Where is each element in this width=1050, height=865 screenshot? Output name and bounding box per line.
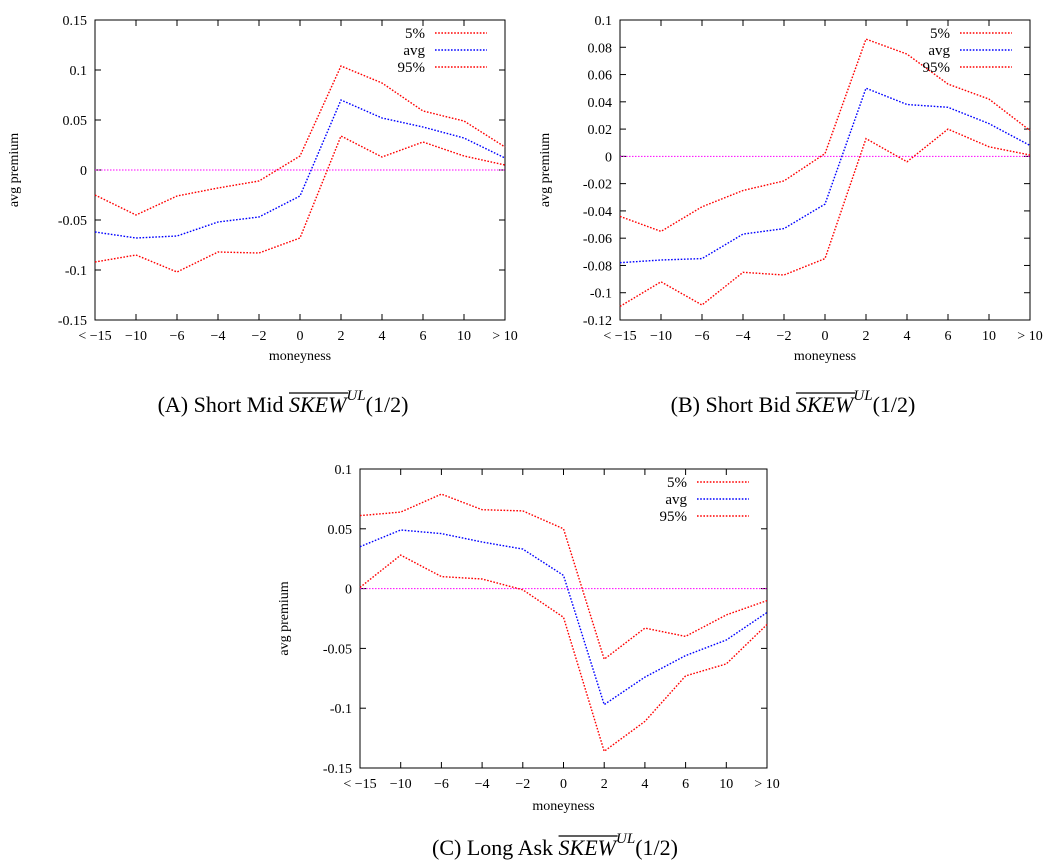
x-axis-label: moneyness [269,349,331,364]
y-tick-label: -0.05 [58,214,87,229]
y-tick-label: -0.1 [590,287,612,302]
series-line-3 [619,128,1031,308]
x-tick-label: < −15 [78,329,111,344]
y-tick-label: -0.05 [323,642,352,657]
y-tick-label: -0.15 [58,314,87,329]
x-axis-label: moneyness [532,799,594,814]
x-tick-label: −2 [777,329,792,344]
y-tick-label: -0.02 [583,178,612,193]
x-tick-label: 2 [863,329,870,344]
x-tick-label: −2 [252,329,267,344]
series-line-3 [359,554,768,753]
x-tick-label: 0 [560,777,567,792]
y-tick-label: -0.12 [583,314,612,329]
x-tick-label: −4 [475,777,490,792]
chart-panel-3: 0.1 0.05 0 -0.05 -0.1 -0.15< −15 −10 −6 −4 −2 0 2 4 6… [277,463,780,860]
x-tick-label: −6 [434,777,449,792]
x-tick-label: 10 [719,777,733,792]
legend-label: 5% [667,475,687,491]
chart-panel-2: 0.1 0.08 0.06 0.04 0.02 0 -0.02 -0.04 -0.06 -0.08… [538,14,1043,417]
x-tick-label: 4 [379,329,386,344]
y-tick-label: 0.06 [588,69,613,84]
y-tick-label: 0.02 [588,123,613,138]
series-line-3 [94,135,506,273]
series-line-2 [359,529,768,706]
x-tick-label: 2 [338,329,345,344]
chart-caption: (C) Long Ask SKEWUL(1/2) [432,831,678,860]
x-tick-label: > 10 [754,777,779,792]
y-tick-label: -0.1 [330,702,352,717]
legend-label: 5% [405,26,425,42]
x-tick-label: −10 [650,329,672,344]
x-tick-label: 10 [982,329,996,344]
x-tick-label: 10 [457,329,471,344]
y-tick-label: -0.1 [65,264,87,279]
x-tick-label: 0 [297,329,304,344]
y-tick-label: 0.15 [63,14,88,29]
y-tick-label: 0 [80,164,87,179]
x-tick-label: −2 [515,777,530,792]
x-tick-label: −4 [736,329,751,344]
y-tick-label: 0.1 [595,14,613,29]
y-tick-label: -0.04 [583,205,612,220]
legend-label: avg [665,492,687,508]
y-tick-label: 0.05 [328,523,353,538]
series-line-1 [359,493,768,661]
y-tick-label: 0.04 [588,96,613,111]
y-axis-label: avg premium [277,581,292,655]
y-tick-label: 0.1 [335,463,353,478]
x-tick-label: 6 [945,329,952,344]
x-axis-label: moneyness [794,349,856,364]
x-tick-label: −10 [390,777,412,792]
series-line-1 [94,65,506,216]
y-axis-label: avg premium [538,133,553,207]
legend-label: 95% [398,60,426,76]
y-tick-label: 0.1 [70,64,88,79]
chart-caption: (B) Short Bid SKEWUL(1/2) [671,388,916,417]
x-tick-label: 4 [904,329,911,344]
legend-label: 95% [660,509,688,525]
series-line-2 [94,99,506,239]
legend-label: 5% [930,26,950,42]
x-tick-label: < −15 [603,329,636,344]
caption-math: SKEW [796,392,855,417]
series-line-2 [619,87,1031,264]
x-tick-label: 0 [822,329,829,344]
chart-caption: (A) Short Mid SKEWUL(1/2) [158,388,409,417]
caption-math: SKEW [289,392,348,417]
x-tick-label: −6 [695,329,710,344]
x-tick-label: > 10 [1017,329,1042,344]
y-tick-label: 0 [345,583,352,598]
x-tick-label: < −15 [343,777,376,792]
x-tick-label: −10 [125,329,147,344]
y-tick-label: 0.08 [588,41,613,56]
x-tick-label: 6 [420,329,427,344]
y-tick-label: -0.08 [583,259,612,274]
y-tick-label: 0.05 [63,114,88,129]
legend-label: avg [928,43,950,59]
x-tick-label: −4 [211,329,226,344]
legend-label: 95% [923,60,951,76]
x-tick-label: 6 [682,777,689,792]
chart-panel-1: 0.15 0.1 0.05 0 -0.05 -0.1 -0.15< −15 −10 −6 −4 −2… [7,14,518,417]
y-tick-label: -0.06 [583,232,612,247]
y-axis-label: avg premium [7,133,22,207]
x-tick-label: −6 [170,329,185,344]
x-tick-label: 2 [601,777,608,792]
x-tick-label: > 10 [492,329,517,344]
y-tick-label: 0 [605,150,612,165]
legend-label: avg [403,43,425,59]
caption-math: SKEW [559,835,618,860]
series-line-1 [619,38,1031,233]
plot-frame [619,19,1031,321]
x-tick-label: 4 [641,777,648,792]
y-tick-label: -0.15 [323,762,352,777]
